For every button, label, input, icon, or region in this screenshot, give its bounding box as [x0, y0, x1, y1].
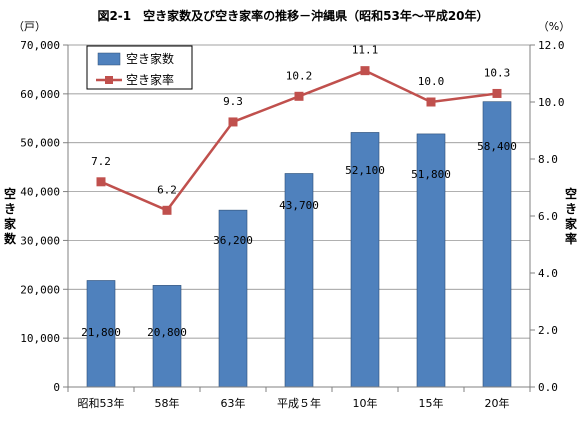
- x-tick-label: 58年: [155, 396, 180, 410]
- right-tick-label: 4.0: [538, 267, 558, 280]
- left-tick-label: 0: [53, 381, 60, 394]
- legend: 空き家数 空き家率: [86, 45, 193, 90]
- line-data-labels: 7.2 6.2 9.3 10.2 11.1 10.0 10.3: [91, 44, 510, 197]
- line-data-label: 9.3: [223, 95, 243, 108]
- line-data-label: 7.2: [91, 155, 111, 168]
- line-data-label: 10.3: [484, 66, 511, 79]
- left-axis-unit: （戸）: [13, 20, 46, 33]
- bar: [482, 101, 512, 388]
- right-tick-label: 12.0: [538, 39, 565, 52]
- bar-data-labels: 21,800 20,800 36,200 43,700 52,100 51,800 58,4…: [81, 140, 517, 339]
- line-data-label: 10.0: [418, 75, 445, 88]
- bar-data-label: 43,700: [279, 199, 319, 212]
- line-point: [360, 66, 370, 76]
- line-series: [96, 66, 502, 215]
- bar: [416, 133, 446, 388]
- bar-series: [86, 101, 512, 388]
- x-tick-label: 昭和53年: [78, 396, 125, 410]
- bar-data-label: 52,100: [345, 164, 385, 177]
- bar-data-label: 20,800: [147, 326, 187, 339]
- bar-data-label: 58,400: [477, 140, 517, 153]
- left-tick-label: 40,000: [20, 186, 60, 199]
- line-point: [228, 117, 238, 127]
- right-tick-label: 8.0: [538, 153, 558, 166]
- x-tick-label: 63年: [221, 396, 246, 410]
- line-data-label: 6.2: [157, 183, 177, 196]
- left-tick-label: 50,000: [20, 137, 60, 150]
- x-tick-label: 20年: [485, 396, 510, 410]
- tick-labels: 0 10,000 20,000 30,000 40,000 50,000 60,000 70,…: [20, 39, 564, 394]
- right-tick-label: 6.0: [538, 210, 558, 223]
- chart-title: 図2-1 空き家数及び空き家率の推移－沖縄県（昭和53年～平成20年）: [97, 8, 488, 23]
- x-tick-label: 15年: [419, 396, 444, 410]
- line-point: [96, 177, 106, 187]
- right-tick-label: 2.0: [538, 324, 558, 337]
- x-tick-label: 10年: [353, 396, 378, 410]
- line-point: [426, 97, 436, 107]
- left-tick-label: 10,000: [20, 332, 60, 345]
- line-point: [294, 91, 304, 101]
- legend-line-marker: [105, 76, 113, 84]
- bar: [284, 173, 314, 388]
- bar: [152, 285, 182, 388]
- line-point: [162, 205, 172, 215]
- bar-data-label: 51,800: [411, 168, 451, 181]
- left-tick-label: 60,000: [20, 88, 60, 101]
- legend-bar-swatch: [97, 52, 121, 66]
- bar: [218, 209, 248, 388]
- bar-data-label: 36,200: [213, 234, 253, 247]
- legend-bar-label: 空き家数: [126, 51, 174, 66]
- line-data-label: 11.1: [352, 44, 379, 57]
- left-tick-label: 20,000: [20, 283, 60, 296]
- right-tick-label: 0.0: [538, 381, 558, 394]
- x-tick-label: 平成５年: [277, 396, 321, 410]
- left-tick-label: 70,000: [20, 39, 60, 52]
- category-labels: 昭和53年 58年 63年 平成５年 10年 15年 20年: [78, 396, 510, 410]
- bar-data-label: 21,800: [81, 326, 121, 339]
- left-tick-label: 30,000: [20, 234, 60, 247]
- line-data-label: 10.2: [286, 69, 313, 82]
- right-axis-unit: （%）: [538, 20, 570, 33]
- left-axis-label: 空き家数: [4, 186, 17, 246]
- right-tick-label: 10.0: [538, 96, 565, 109]
- legend-line-label: 空き家率: [126, 72, 174, 87]
- axes: [63, 44, 535, 392]
- bar: [350, 132, 380, 388]
- line-point: [492, 88, 502, 98]
- right-axis-label: 空き家率: [565, 186, 578, 246]
